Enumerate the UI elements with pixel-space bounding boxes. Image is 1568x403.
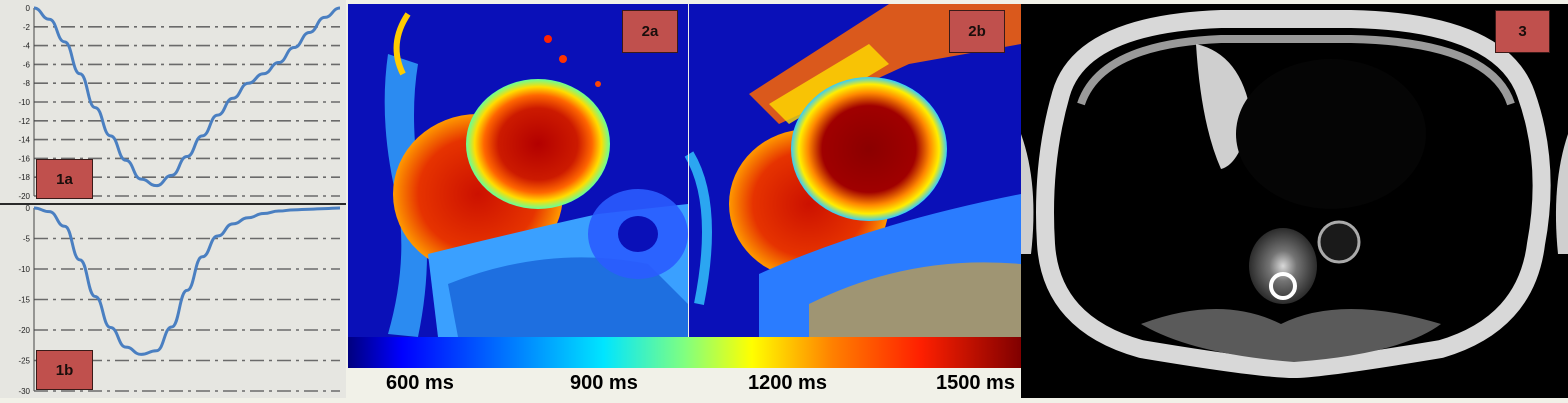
y-tick-label: -6 [23, 60, 31, 69]
y-tick-label: -15 [18, 296, 30, 305]
y-tick-label: -10 [18, 265, 30, 274]
strain-curve [33, 6, 341, 188]
y-tick-label: -20 [18, 326, 30, 335]
y-tick-label: -30 [18, 387, 30, 396]
t1-colorbar [348, 337, 1021, 368]
y-tick-label: -4 [23, 42, 31, 51]
panel-label-1a: 1a [36, 159, 93, 199]
mri-axial-image [1021, 4, 1568, 398]
t1-map-2a [348, 4, 688, 337]
strain-chart-1a: 0 -2 -4 -6 -8 -10 -12 -14 -16 -18 -20 1a [0, 0, 346, 203]
y-tick-label: -10 [18, 98, 30, 107]
t1-map-panel: 600 ms 900 ms 1200 ms 1500 ms 2a 2b [348, 4, 1021, 398]
t1-map-images [348, 4, 1021, 368]
panel-label-2b: 2b [949, 10, 1005, 53]
chart-1b-svg: 0 -5 -10 -15 -20 -25 -30 [18, 205, 341, 396]
panel-label-3: 3 [1495, 10, 1550, 53]
colorbar-labels: 600 ms 900 ms 1200 ms 1500 ms [348, 370, 1021, 398]
y-tick-label: -5 [23, 235, 31, 244]
panel-label-2a: 2a [622, 10, 678, 53]
colorbar-label-600: 600 ms [386, 372, 454, 394]
chart-1a-svg: 0 -2 -4 -6 -8 -10 -12 -14 -16 -18 -20 [18, 4, 341, 201]
strain-curve [33, 206, 341, 356]
colorbar-label-1500: 1500 ms [936, 372, 1015, 394]
colorbar-label-900: 900 ms [570, 372, 638, 394]
map-separator [688, 4, 689, 337]
y-tick-label: -12 [18, 117, 30, 126]
mri-axial-panel: 3 [1021, 4, 1568, 398]
strain-chart-1b: 0 -5 -10 -15 -20 -25 -30 1b [0, 205, 346, 398]
panel-label-1b: 1b [36, 350, 93, 390]
y-tick-label: 0 [26, 4, 31, 13]
y-tick-label: -18 [18, 173, 30, 182]
y-tick-label: -8 [23, 79, 31, 88]
t1-map-2b [684, 4, 1021, 337]
y-tick-label: -14 [18, 136, 30, 145]
y-tick-label: -20 [18, 192, 30, 201]
y-tick-label: 0 [26, 205, 31, 213]
colorbar-label-1200: 1200 ms [748, 372, 827, 394]
chart-divider [0, 203, 346, 205]
y-tick-label: -25 [18, 357, 30, 366]
y-tick-label: -16 [18, 154, 30, 163]
y-tick-label: -2 [23, 23, 31, 32]
